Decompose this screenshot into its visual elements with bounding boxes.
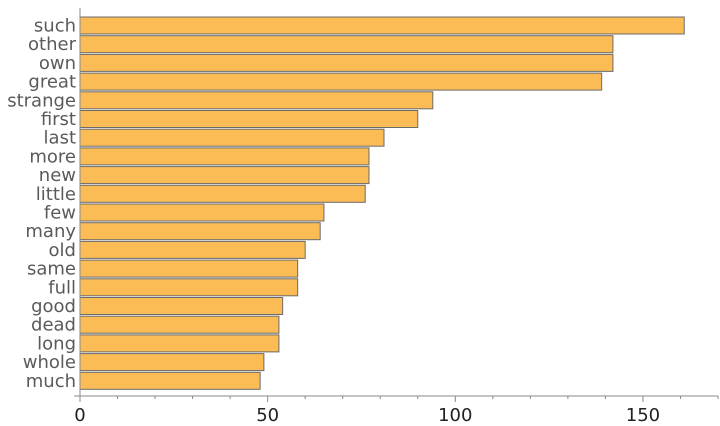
category-label-dead: dead: [31, 315, 76, 336]
x-tick-label-50: 50: [256, 405, 279, 426]
category-label-good: good: [31, 296, 76, 317]
bar-such: [79, 16, 685, 35]
category-label-own: own: [39, 53, 76, 74]
category-label-much: much: [26, 371, 76, 392]
bar-much: [79, 371, 261, 390]
x-axis-ticks: 0 50 100 150: [74, 396, 719, 426]
category-label-great: great: [28, 72, 76, 93]
x-tick-label-100: 100: [438, 405, 472, 426]
bar-little: [79, 184, 366, 203]
bar-full: [79, 278, 299, 297]
category-label-other: other: [28, 34, 77, 55]
bar-long: [79, 334, 280, 353]
category-label-full: full: [48, 277, 76, 298]
category-label-old: old: [49, 240, 76, 261]
x-tick-label-0: 0: [74, 405, 85, 426]
category-label-little: little: [36, 184, 76, 205]
category-label-such: such: [34, 16, 76, 37]
bar-few: [79, 203, 325, 222]
bar-more: [79, 147, 370, 166]
bar-last: [79, 128, 385, 147]
bar-first: [79, 110, 419, 128]
bar-whole: [79, 353, 265, 372]
category-label-first: first: [41, 109, 76, 130]
category-label-few: few: [44, 203, 76, 224]
category-label-last: last: [44, 128, 76, 149]
bar-good: [79, 297, 284, 315]
bar-great: [79, 72, 603, 91]
category-label-more: more: [29, 146, 76, 167]
bar-strange: [79, 91, 434, 110]
category-label-strange: strange: [7, 90, 76, 111]
bar-many: [79, 222, 321, 241]
category-label-new: new: [39, 165, 76, 186]
category-label-long: long: [37, 333, 76, 354]
bar-new: [79, 166, 370, 185]
bar-dead: [79, 315, 280, 334]
bar-own: [79, 53, 614, 72]
category-label-whole: whole: [23, 352, 76, 373]
bar-same: [79, 259, 299, 278]
x-tick-label-150: 150: [626, 405, 660, 426]
category-label-same: same: [27, 259, 76, 280]
category-label-many: many: [25, 221, 76, 242]
bars-group: [79, 16, 685, 390]
category-labels: suchotherowngreatstrangefirstlastmorenew…: [7, 16, 76, 392]
bar-old: [79, 240, 306, 259]
bar-other: [79, 35, 614, 54]
